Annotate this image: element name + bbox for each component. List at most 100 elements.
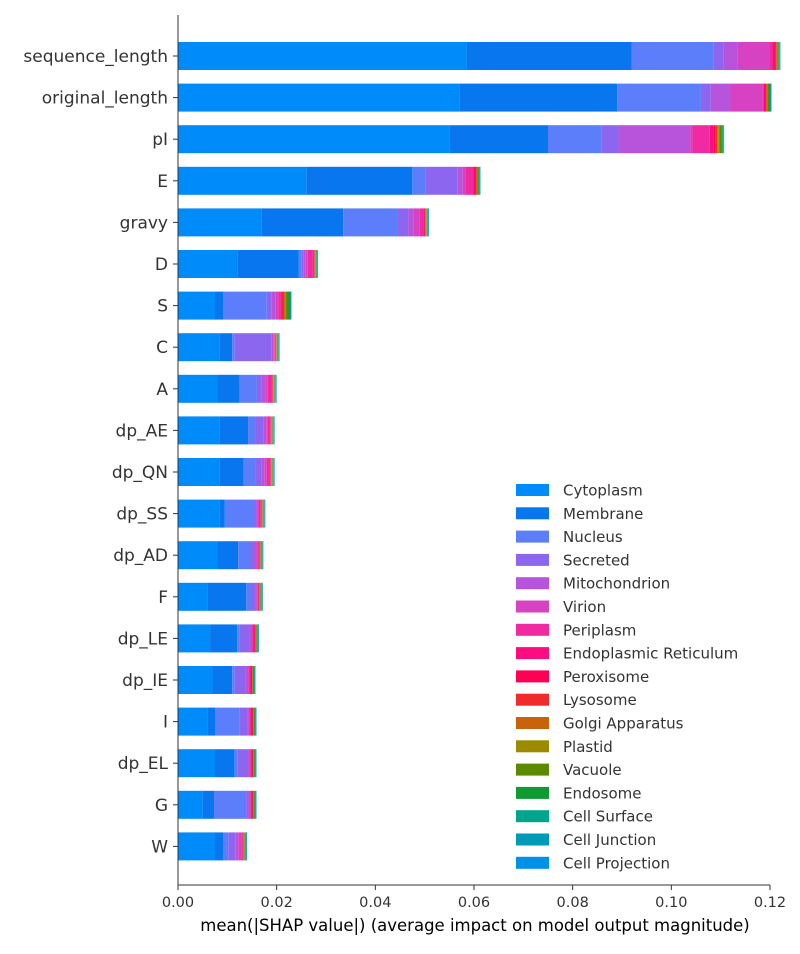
- legend-label: Peroxisome: [563, 668, 649, 686]
- bar-dp-qn-nucleus: [244, 458, 256, 486]
- bar-group-w: [178, 832, 247, 860]
- bar-original-length-vacuole: [768, 84, 770, 112]
- bar-original-length-mitochondrion: [711, 84, 731, 112]
- bar-original-length-nucleus: [617, 84, 701, 112]
- bar-dp-ae-periplasm: [267, 416, 269, 444]
- bar-s-periplasm: [278, 292, 280, 320]
- bar-dp-el-mitochondrion: [248, 749, 249, 777]
- legend-swatch: [516, 740, 549, 752]
- bar-a-secreted: [257, 375, 262, 403]
- bar-w-secreted: [228, 832, 235, 860]
- bar-pi-plastid: [718, 125, 719, 153]
- legend-item-plastid: Plastid: [516, 738, 613, 756]
- legend-swatch: [516, 484, 549, 496]
- bar-d-membrane: [237, 250, 299, 278]
- bar-e-endoplasmic-reticulum: [474, 167, 475, 195]
- bar-s-endosome: [289, 292, 290, 320]
- legend-swatch: [516, 810, 549, 822]
- bar-pi-membrane: [449, 125, 548, 153]
- bar-original-length-peroxisome: [765, 84, 766, 112]
- bar-dp-ad-mitochondrion: [254, 541, 256, 569]
- bar-group-gravy: [178, 208, 429, 236]
- bar-w-nucleus: [223, 832, 228, 860]
- legend-swatch: [516, 577, 549, 589]
- bar-dp-ie-virion: [248, 666, 249, 694]
- legend-label: Endoplasmic Reticulum: [563, 645, 738, 663]
- bar-pi-nucleus: [548, 125, 601, 153]
- bar-e-cytoplasm: [178, 167, 306, 195]
- bar-pi-vacuole: [719, 125, 721, 153]
- bar-dp-ae-secreted: [255, 416, 263, 444]
- x-tick-label: 0.12: [754, 895, 786, 911]
- bar-dp-el-periplasm: [251, 749, 252, 777]
- bar-dp-el-nucleus: [235, 749, 237, 777]
- legend-item-lysosome: Lysosome: [516, 691, 637, 709]
- bar-i-mitochondrion: [247, 708, 248, 736]
- legend-label: Virion: [563, 598, 606, 616]
- bar-c-nucleus: [232, 333, 234, 361]
- bar-dp-le-secreted: [240, 624, 250, 652]
- legend: CytoplasmMembraneNucleusSecretedMitochon…: [516, 482, 738, 873]
- bar-group-c: [178, 333, 280, 361]
- bar-d-nucleus: [299, 250, 301, 278]
- y-tick-label-pi: pI: [152, 130, 168, 150]
- bar-s-mitochondrion: [272, 292, 276, 320]
- bar-dp-ad-secreted: [251, 541, 255, 569]
- bar-gravy-nucleus: [343, 208, 397, 236]
- bar-dp-ae-membrane: [220, 416, 248, 444]
- bar-dp-ie-nucleus: [232, 666, 234, 694]
- bar-sequence-length-vacuole: [777, 42, 778, 70]
- bar-g-cytoplasm: [178, 791, 203, 819]
- bar-i-endoplasmic-reticulum: [251, 708, 252, 736]
- bar-original-length-virion: [731, 84, 763, 112]
- bar-a-membrane: [217, 375, 239, 403]
- bar-sequence-length-virion: [738, 42, 770, 70]
- bar-dp-ss-membrane: [220, 500, 225, 528]
- bar-i-nucleus: [215, 708, 240, 736]
- bar-f-secreted: [252, 583, 256, 611]
- bar-group-i: [178, 708, 256, 736]
- y-tick-label-g: G: [155, 796, 168, 816]
- bar-pi-endosome: [722, 125, 723, 153]
- bar-gravy-peroxisome: [424, 208, 425, 236]
- bar-dp-ie-periplasm: [249, 666, 250, 694]
- legend-label: Vacuole: [563, 761, 622, 779]
- bar-sequence-length-mitochondrion: [723, 42, 738, 70]
- bar-group-original-length: [178, 84, 771, 112]
- bar-a-mitochondrion: [262, 375, 265, 403]
- bar-dp-qn-mitochondrion: [262, 458, 265, 486]
- bar-a-virion: [265, 375, 267, 403]
- legend-item-peroxisome: Peroxisome: [516, 668, 649, 686]
- bar-gravy-mitochondrion: [408, 208, 413, 236]
- bar-group-d: [178, 250, 318, 278]
- legend-label: Plastid: [563, 738, 613, 756]
- bar-dp-qn-endoplasmic-reticulum: [269, 458, 270, 486]
- bar-sequence-length-membrane: [467, 42, 632, 70]
- bar-s-peroxisome: [282, 292, 283, 320]
- x-tick-label: 0.10: [655, 895, 687, 911]
- bar-dp-qn-membrane: [220, 458, 244, 486]
- x-axis-label: mean(|SHAP value|) (average impact on mo…: [200, 916, 750, 935]
- bar-e-secreted: [426, 167, 458, 195]
- bar-dp-ie-secreted: [235, 666, 246, 694]
- bar-dp-ss-virion: [257, 500, 258, 528]
- bar-e-lysosome: [475, 167, 476, 195]
- bar-dp-ie-endoplasmic-reticulum: [250, 666, 251, 694]
- bar-original-length-periplasm: [763, 84, 764, 112]
- legend-swatch: [516, 787, 549, 799]
- legend-label: Endosome: [563, 784, 642, 802]
- bar-d-secreted: [301, 250, 303, 278]
- bar-d-endoplasmic-reticulum: [313, 250, 314, 278]
- bar-g-periplasm: [251, 791, 252, 819]
- legend-item-vacuole: Vacuole: [516, 761, 622, 779]
- bar-e-mitochondrion: [458, 167, 463, 195]
- bar-sequence-length-peroxisome: [774, 42, 775, 70]
- bar-f-membrane: [208, 583, 246, 611]
- bar-dp-ad-membrane: [217, 541, 238, 569]
- bar-group-f: [178, 583, 263, 611]
- bar-original-length-secreted: [701, 84, 711, 112]
- bar-dp-ae-virion: [266, 416, 267, 444]
- bar-f-nucleus: [246, 583, 252, 611]
